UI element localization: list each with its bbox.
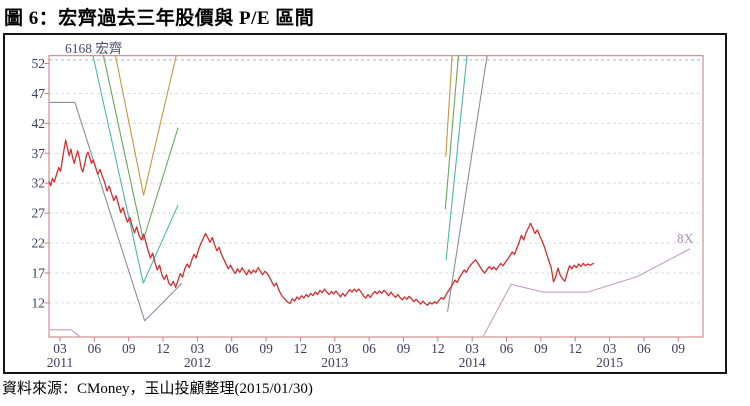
x-axis-label: 03: [603, 341, 617, 356]
y-axis-label: 17: [32, 265, 46, 280]
x-axis-label: 06: [637, 341, 651, 356]
pe-band-8x-2014: [482, 248, 691, 338]
stock-id-label: 6168 宏齊: [65, 41, 123, 56]
pe-multiple-8x-label: 8X: [677, 231, 694, 246]
y-axis-label: 42: [32, 116, 46, 131]
figure-border-box: [3, 33, 727, 374]
x-axis-year-label: 2015: [596, 355, 623, 370]
y-axis-label: 27: [32, 206, 46, 221]
x-axis-label: 03: [191, 341, 205, 356]
pe-band-green-2011: [102, 55, 179, 241]
x-axis-label: 06: [500, 341, 514, 356]
y-axis-label: 37: [32, 146, 46, 161]
x-axis-label: 12: [156, 341, 170, 356]
x-axis-label: 03: [328, 341, 342, 356]
y-axis-label: 32: [32, 176, 46, 191]
x-axis-year-label: 2012: [184, 355, 211, 370]
x-axis-label: 09: [122, 341, 136, 356]
x-axis-label: 12: [431, 341, 445, 356]
x-axis-label: 06: [362, 341, 376, 356]
x-axis-label: 06: [225, 341, 239, 356]
x-axis-label: 03: [465, 341, 479, 356]
x-axis-label: 03: [53, 341, 67, 356]
figure-title: 圖 6：宏齊過去三年股價與 P/E 區間: [4, 8, 315, 29]
gridlines: [49, 59, 703, 304]
pe-band-teal-2014: [445, 55, 468, 261]
series-group: [48, 55, 691, 338]
x-axis-label: 09: [259, 341, 273, 356]
price-line: [48, 139, 595, 306]
y-axis-label: 47: [32, 86, 46, 101]
x-axis-label: 12: [568, 341, 582, 356]
x-axis-label: 12: [294, 341, 308, 356]
x-axis-year-label: 2013: [321, 355, 348, 370]
pe-band-orange-2011: [114, 55, 177, 196]
y-axis-label: 52: [32, 56, 46, 71]
plot-frame: [48, 55, 704, 338]
x-axis-label: 09: [534, 341, 548, 356]
pe-band-8x-2011: [48, 329, 81, 338]
pe-band-gray-2014: [447, 55, 488, 312]
x-axis-label: 09: [672, 341, 686, 356]
pe-band-teal-2011: [92, 55, 179, 284]
pe-band-orange-2014: [445, 55, 453, 157]
pe-band-green-2014: [444, 55, 459, 210]
y-axis-label: 22: [32, 236, 46, 251]
x-axis-year-label: 2014: [459, 355, 486, 370]
x-axis-label: 06: [88, 341, 102, 356]
source-note: 資料來源：CMoney，玉山投顧整理(2015/01/30): [2, 381, 313, 397]
y-axis-label: 12: [32, 295, 46, 310]
x-axis-label: 09: [397, 341, 411, 356]
x-axis-year-label: 2011: [47, 355, 74, 370]
pe-band-gray-2011: [48, 101, 182, 322]
